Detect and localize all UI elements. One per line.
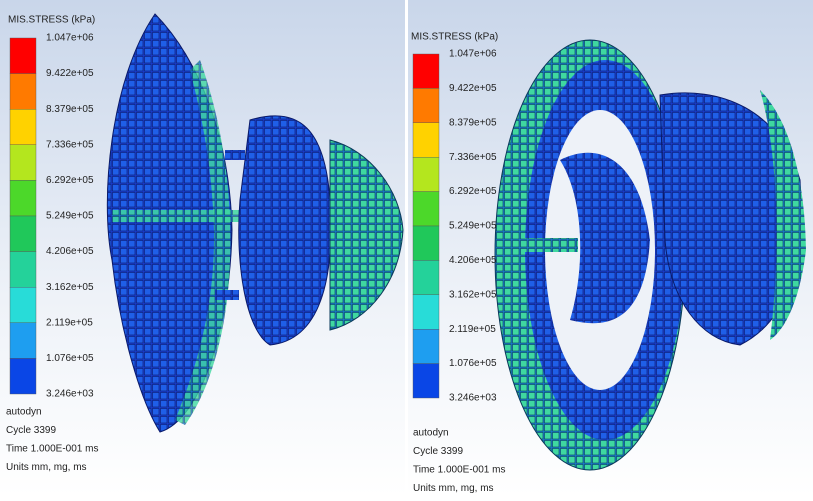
divider [405, 0, 408, 496]
legend-label: 1.047e+06 [46, 33, 94, 44]
legend-label: 1.076e+05 [46, 353, 94, 364]
footer-line: Cycle 3399 [413, 446, 463, 457]
legend-swatch [10, 323, 36, 359]
legend-label: 2.119e+05 [46, 317, 93, 328]
legend-label: 1.047e+06 [449, 49, 497, 60]
footer-line: Time 1.000E-001 ms [6, 444, 98, 455]
legend-label: 8.379e+05 [449, 117, 497, 128]
legend-swatch [10, 109, 36, 145]
legend-swatch [413, 329, 439, 363]
footer-line: Time 1.000E-001 ms [413, 465, 505, 476]
legend-swatch [10, 145, 36, 181]
legend-label: 7.336e+05 [46, 139, 94, 150]
legend-label: 3.246e+03 [449, 393, 497, 404]
legend-label: 6.292e+05 [449, 186, 497, 197]
footer-line: Units mm, mg, ms [413, 483, 494, 494]
legend-swatch [10, 252, 36, 288]
legend-title: MIS.STRESS (kPa) [411, 32, 498, 43]
legend-label: 1.076e+05 [449, 358, 497, 369]
legend-label: 9.422e+05 [46, 68, 94, 79]
legend-swatch [10, 358, 36, 394]
footer-line: Units mm, mg, ms [6, 462, 87, 473]
legend-swatch [10, 216, 36, 252]
screenshot: MIS.STRESS (kPa) 1.047e+06 9.422e+05 8.379e… [0, 0, 813, 496]
legend-swatch [10, 74, 36, 110]
footer-line: autodyn [6, 407, 42, 418]
legend-label: 9.422e+05 [449, 83, 497, 94]
legend-label: 6.292e+05 [46, 175, 94, 186]
legend-swatch [10, 287, 36, 323]
legend-label: 3.246e+03 [46, 389, 94, 400]
legend-label: 3.162e+05 [46, 282, 94, 293]
legend-swatch [10, 180, 36, 216]
legend-swatch [413, 54, 439, 88]
legend-swatch [413, 295, 439, 329]
legend-swatch [413, 260, 439, 294]
legend-label: 3.162e+05 [449, 289, 497, 300]
legend-swatch [413, 226, 439, 260]
legend-swatch [413, 157, 439, 191]
legend-label: 2.119e+05 [449, 324, 496, 335]
legend-label: 4.206e+05 [46, 246, 94, 257]
footer-line: Cycle 3399 [6, 425, 56, 436]
legend-swatch [413, 123, 439, 157]
legend-label: 4.206e+05 [449, 255, 497, 266]
footer-line: autodyn [413, 428, 449, 439]
legend-swatch [413, 88, 439, 122]
legend-swatch [413, 364, 439, 398]
legend-swatch [413, 192, 439, 226]
legend-label: 7.336e+05 [449, 152, 497, 163]
legend-label: 5.249e+05 [449, 221, 497, 232]
legend-title: MIS.STRESS (kPa) [8, 15, 95, 26]
legend-label: 8.379e+05 [46, 104, 94, 115]
legend-swatch [10, 38, 36, 74]
legend-label: 5.249e+05 [46, 211, 94, 222]
